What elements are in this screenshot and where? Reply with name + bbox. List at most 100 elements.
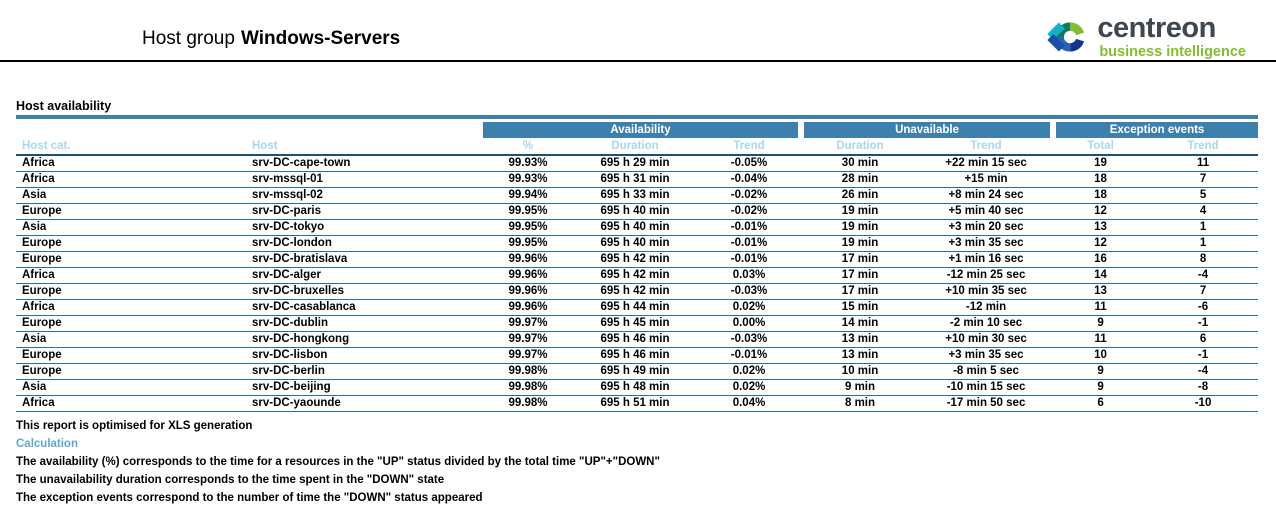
- cell: 15 min: [801, 299, 920, 316]
- page-title-hostgroup: Windows-Servers: [240, 28, 401, 49]
- cell: -2 min 10 sec: [919, 315, 1054, 332]
- cell: 695 h 45 min: [573, 315, 697, 332]
- cell: 18: [1053, 171, 1149, 188]
- cell: 30 min: [801, 155, 920, 172]
- calculation-line-exception: The exception events correspond to the n…: [16, 491, 483, 504]
- table-body: Africa srv-DC-cape-town 99.93% 695 h 29 min…: [16, 155, 1259, 412]
- cell: +1 min 16 sec: [919, 251, 1054, 268]
- cell: 99.93%: [483, 155, 573, 172]
- cell: 99.97%: [483, 315, 573, 332]
- cell: -0.01%: [697, 219, 802, 236]
- cell: srv-DC-bruxelles: [252, 283, 483, 300]
- page-title: Host group Windows-Servers: [142, 28, 400, 50]
- cell: 695 h 46 min: [573, 347, 697, 364]
- cell: 13: [1053, 283, 1149, 300]
- cell: 19 min: [801, 219, 920, 236]
- table-row: Europe srv-DC-london 99.95% 695 h 40 min -0.…: [16, 235, 1259, 252]
- cell: 695 h 29 min: [573, 155, 697, 172]
- cell: srv-DC-beijing: [252, 379, 483, 396]
- cell: 695 h 42 min: [573, 251, 697, 268]
- col-exception-total: Total: [1053, 138, 1149, 156]
- cell: srv-DC-casablanca: [252, 299, 483, 316]
- cell: -1: [1148, 347, 1259, 364]
- cell: 26 min: [801, 187, 920, 204]
- report-notes: This report is optimised for XLS generat…: [16, 417, 1258, 507]
- cell: +3 min 20 sec: [919, 219, 1054, 236]
- cell: 11: [1053, 299, 1149, 316]
- cell: Europe: [16, 283, 252, 300]
- cell: 99.96%: [483, 251, 573, 268]
- cell: 695 h 48 min: [573, 379, 697, 396]
- cell: 695 h 51 min: [573, 395, 697, 412]
- cell: -17 min 50 sec: [919, 395, 1054, 412]
- cell: 14 min: [801, 315, 920, 332]
- section-title: Host availability: [16, 99, 112, 113]
- col-availability-trend: Trend: [697, 138, 802, 156]
- cell: srv-DC-cape-town: [252, 155, 483, 172]
- col-host: Host: [252, 138, 483, 156]
- cell: 8 min: [801, 395, 920, 412]
- col-unavailable-duration: Duration: [801, 138, 920, 156]
- cell: 7: [1148, 283, 1259, 300]
- table-row: Africa srv-DC-casablanca 99.96% 695 h 44 mi…: [16, 299, 1259, 316]
- xls-note: This report is optimised for XLS generat…: [16, 419, 253, 432]
- cell: 5: [1148, 187, 1259, 204]
- col-host-cat: Host cat.: [16, 138, 252, 156]
- cell: 19: [1053, 155, 1149, 172]
- cell: Asia: [16, 219, 252, 236]
- col-exception-trend: Trend: [1148, 138, 1259, 156]
- cell: Europe: [16, 315, 252, 332]
- table-row: Africa srv-DC-cape-town 99.93% 695 h 29 min…: [16, 155, 1259, 172]
- cell: 6: [1148, 331, 1259, 348]
- calculation-line-unavailability: The unavailability duration corresponds …: [16, 473, 445, 486]
- cell: 99.95%: [483, 203, 573, 220]
- cell: Europe: [16, 363, 252, 380]
- cell: srv-DC-bratislava: [252, 251, 483, 268]
- brand-name: centreon: [1097, 12, 1216, 44]
- cell: 695 h 33 min: [573, 187, 697, 204]
- cell: -0.03%: [697, 283, 802, 300]
- cell: 695 h 40 min: [573, 219, 697, 236]
- cell: -8 min 5 sec: [919, 363, 1054, 380]
- calculation-title: Calculation: [16, 437, 78, 450]
- cell: 10 min: [801, 363, 920, 380]
- table-column-header-row: Host cat. Host % Duration Trend Duration…: [16, 138, 1259, 156]
- cell: 99.97%: [483, 347, 573, 364]
- table-row: Africa srv-mssql-01 99.93% 695 h 31 min -0.0…: [16, 171, 1259, 188]
- cell: -1: [1148, 315, 1259, 332]
- cell: Asia: [16, 187, 252, 204]
- cell: 19 min: [801, 235, 920, 252]
- col-availability-duration: Duration: [573, 138, 697, 156]
- col-availability-pct: %: [483, 138, 573, 156]
- cell: Africa: [16, 155, 252, 172]
- cell: -12 min 25 sec: [919, 267, 1054, 284]
- cell: 9 min: [801, 379, 920, 396]
- cell: -0.05%: [697, 155, 802, 172]
- cell: 13 min: [801, 347, 920, 364]
- cell: 17 min: [801, 283, 920, 300]
- cell: 28 min: [801, 171, 920, 188]
- cell: Africa: [16, 299, 252, 316]
- cell: srv-DC-paris: [252, 203, 483, 220]
- cell: +10 min 30 sec: [919, 331, 1054, 348]
- cell: Europe: [16, 347, 252, 364]
- cell: 14: [1053, 267, 1149, 284]
- cell: Europe: [16, 203, 252, 220]
- cell: 17 min: [801, 267, 920, 284]
- cell: 9: [1053, 315, 1149, 332]
- cell: +3 min 35 sec: [919, 235, 1054, 252]
- cell: 19 min: [801, 203, 920, 220]
- cell: 695 h 49 min: [573, 363, 697, 380]
- section-title-rule: [16, 115, 1258, 119]
- cell: 695 h 40 min: [573, 235, 697, 252]
- cell: 11: [1148, 155, 1259, 172]
- cell: -0.04%: [697, 171, 802, 188]
- cell: 4: [1148, 203, 1259, 220]
- cell: -12 min: [919, 299, 1054, 316]
- table-row: Asia srv-DC-hongkong 99.97% 695 h 46 min -0.…: [16, 331, 1259, 348]
- cell: -0.01%: [697, 347, 802, 364]
- cell: Asia: [16, 331, 252, 348]
- cell: 99.95%: [483, 235, 573, 252]
- cell: 11: [1053, 331, 1149, 348]
- cell: 9: [1053, 363, 1149, 380]
